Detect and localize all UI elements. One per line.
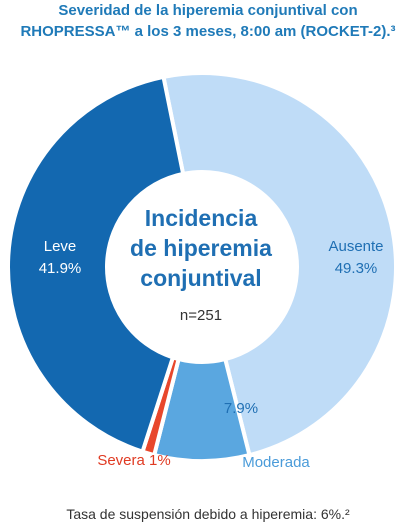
center-title-line2: de hiperemia [130, 235, 272, 261]
center-title-line3: conjuntival [140, 265, 261, 291]
label-severa: Severa 1% [97, 452, 170, 469]
slice-leve [6, 74, 186, 455]
label-ausente-value: 49.3% [335, 260, 378, 277]
footer-note: Tasa de suspensión debido a hiperemia: 6… [66, 506, 350, 522]
donut-slices [6, 71, 398, 463]
center-sample-size: n=251 [180, 307, 222, 324]
center-title-line1: Incidencia [145, 205, 258, 231]
label-leve-name: Leve [44, 238, 77, 255]
label-moderada-value: 7.9% [224, 400, 258, 417]
chart-title-line2: RHOPRESSA™ a los 3 meses, 8:00 am (ROCKE… [20, 23, 396, 40]
label-moderada-name: Moderada [242, 454, 310, 471]
slice-ausente [161, 71, 398, 458]
label-leve-value: 41.9% [39, 260, 82, 277]
chart-title-line1: Severidad de la hiperemia conjuntival co… [58, 2, 358, 19]
chart-title: Severidad de la hiperemia conjuntival co… [0, 0, 416, 42]
label-ausente-name: Ausente [328, 238, 383, 255]
